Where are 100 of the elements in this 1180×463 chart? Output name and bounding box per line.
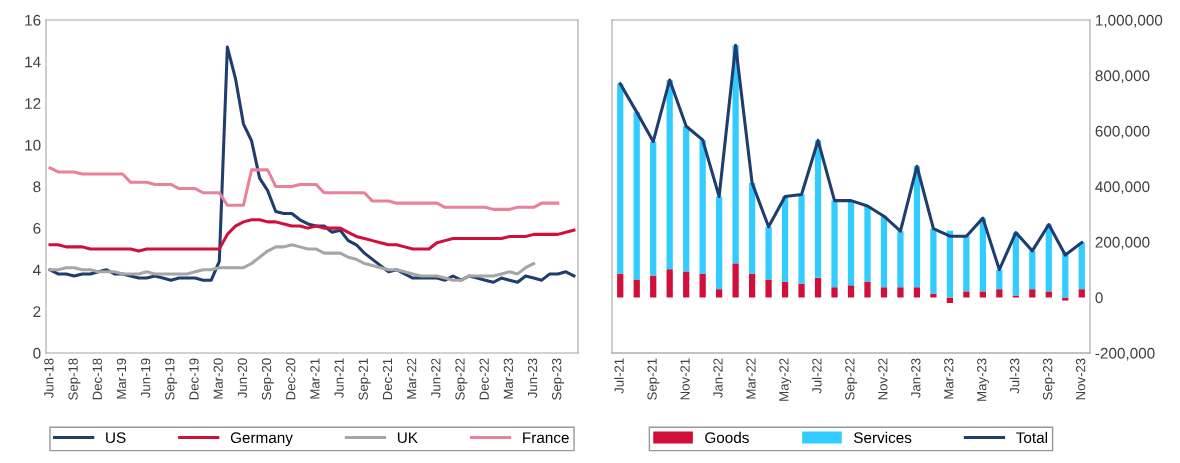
x-tick-label: Dec-22 [479,358,489,400]
y-tick-label: 2 [33,306,41,317]
bar [683,271,690,298]
y-tick-label: 1,000,000 [1096,14,1163,28]
bar [699,273,706,298]
x-tick-label: Sep-22 [455,358,468,400]
x-tick-label: Jun-23 [527,358,538,398]
x-tick-label: Sep-23 [1042,358,1055,400]
x-tick-label: Nov-23 [1075,358,1086,400]
bar [748,273,756,298]
y-tick-label: 12 [25,98,41,109]
bar [1078,242,1085,290]
y-tick-label: 0 [33,347,41,359]
x-tick-label: Dec-19 [189,358,199,400]
y-tick-label: 14 [25,56,41,68]
x-tick-label: Jan-23 [911,358,921,398]
bar [1078,289,1085,298]
bar [633,112,640,280]
line-series [618,43,1084,272]
x-tick-label: Mar-22 [406,358,417,399]
legend-label: Services [853,431,912,444]
bar [814,277,822,298]
bar [617,273,624,298]
x-tick-label: Jun-19 [140,358,151,398]
bar [765,279,772,298]
bar [650,141,657,276]
bar [897,287,904,298]
legend-label: Total [1016,431,1048,444]
x-tick-label: Jun-21 [334,358,344,398]
bar [946,230,954,298]
x-tick-label: Dec-21 [382,358,393,400]
x-tick-label: Mar-22 [746,358,756,399]
x-tick-label: Sep-21 [647,358,660,400]
bar [831,287,838,298]
line-series [48,218,576,253]
x-tick-label: May-23 [977,358,990,401]
bar [913,287,921,298]
bar [930,293,937,298]
bar [798,194,805,284]
legend-label: US [106,432,126,444]
x-tick-label: Mar-21 [310,358,320,399]
bar [864,205,871,282]
bar [716,196,723,290]
bar [748,182,756,274]
bar [1029,250,1036,290]
x-tick-label: Dec-18 [92,358,102,400]
bar [880,287,888,298]
x-tick-label: Sep-22 [845,358,858,400]
bar [831,200,838,288]
y-tick-label: 4 [32,264,41,276]
bar [650,275,657,298]
x-tick-label: Mar-23 [944,358,954,399]
bar [930,228,937,294]
bar [847,285,855,298]
x-tick-label: Jun-18 [44,358,54,398]
bar [847,200,855,286]
legend-label: Germany [230,432,293,447]
bar [699,139,706,274]
x-tick-label: Jul-22 [811,358,822,394]
x-tick-label: Sep-18 [68,358,81,400]
x-tick-label: Sep-21 [358,358,371,400]
y-tick-label: 16 [25,14,41,26]
x-tick-label: Mar-20 [213,358,223,399]
bar [1029,289,1036,298]
x-tick-label: Jul-21 [614,358,624,394]
x-tick-label: Sep-23 [552,358,564,400]
x-tick-label: Jun-20 [237,358,248,398]
bar [633,279,640,298]
x-tick-label: Jan-22 [713,358,723,398]
bar [781,196,789,282]
line-series [48,166,560,211]
x-tick-label: Nov-21 [680,358,690,400]
bar [683,126,690,272]
bar [666,79,673,270]
bar [880,216,888,288]
y-tick-label: 400,000 [1095,181,1150,194]
x-tick-label: Mar-23 [503,358,514,399]
bar [996,269,1003,290]
bar [666,269,673,298]
x-tick-label: Dec-20 [286,358,296,400]
x-tick-label: Sep-20 [261,358,274,400]
bar [996,289,1003,298]
y-tick-label: 10 [25,139,41,151]
y-tick-label: 0 [1095,292,1103,304]
bar [732,263,739,298]
x-tick-label: Mar-19 [116,358,127,399]
bar [897,231,904,288]
y-tick-label: 6 [33,222,41,234]
x-tick-label: Sep-19 [165,358,178,400]
bar [781,281,789,298]
x-tick-label: Jun-22 [431,358,441,398]
line-series [48,243,536,282]
y-tick-label: 200,000 [1095,236,1150,250]
x-tick-label: Jul-23 [1009,358,1020,394]
bar [798,283,805,298]
bar [1045,291,1052,298]
bar [617,83,624,274]
bar [1062,297,1069,301]
bar [1062,251,1069,298]
y-tick-label: 600,000 [1095,125,1150,139]
